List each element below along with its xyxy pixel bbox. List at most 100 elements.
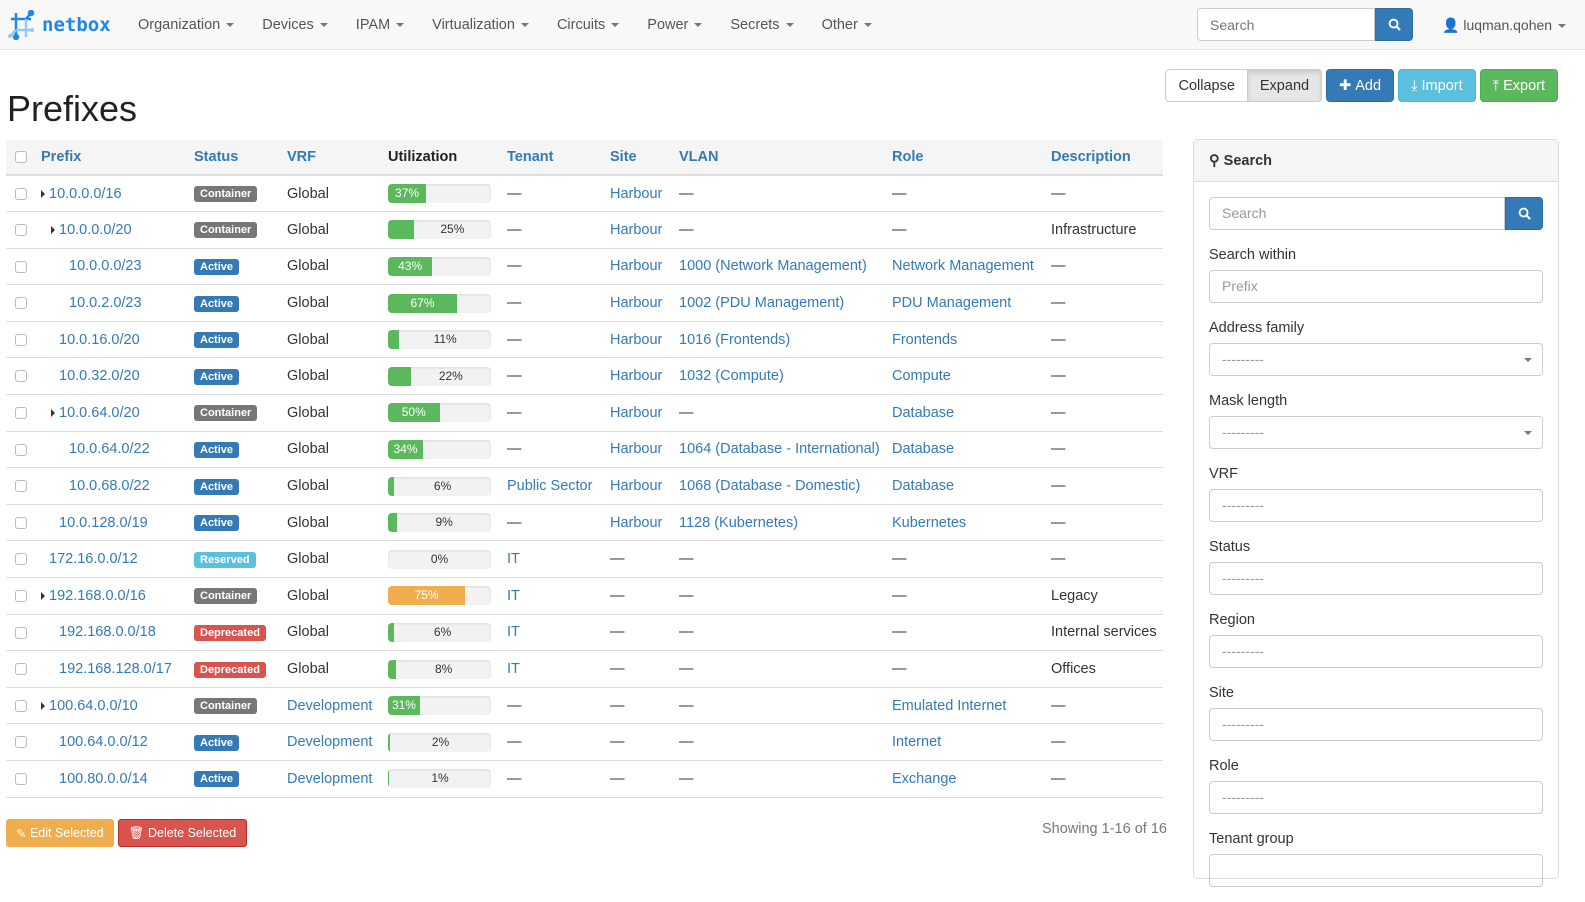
collapse-button[interactable]: Collapse — [1165, 69, 1248, 102]
prefix-link[interactable]: 100.80.0.0/14 — [59, 770, 148, 787]
prefix-link[interactable]: 10.0.32.0/20 — [59, 368, 140, 385]
row-checkbox[interactable] — [15, 443, 27, 456]
row-checkbox[interactable] — [15, 590, 27, 602]
tenant[interactable]: IT — [507, 551, 520, 568]
filter-input[interactable]: --------- — [1209, 489, 1543, 522]
tenant[interactable]: IT — [507, 624, 520, 641]
nav-menu-circuits[interactable]: Circuits — [543, 0, 633, 50]
nav-menu-other[interactable]: Other — [808, 0, 886, 50]
prefix-link[interactable]: 192.168.0.0/18 — [59, 624, 156, 641]
vlan[interactable]: 1068 (Database - Domestic) — [679, 478, 861, 495]
header-role[interactable]: Role — [891, 140, 1050, 176]
tenant[interactable]: Public Sector — [507, 478, 593, 495]
row-checkbox[interactable] — [15, 370, 27, 383]
prefix-link[interactable]: 10.0.0.0/16 — [49, 185, 122, 202]
vlan[interactable]: 1128 (Kubernetes) — [679, 514, 799, 531]
site[interactable]: Harbour — [610, 514, 663, 531]
filter-input[interactable]: --------- — [1209, 635, 1543, 668]
nav-menu-power[interactable]: Power — [633, 0, 716, 50]
vlan[interactable]: 1000 (Network Management) — [679, 258, 867, 275]
row-checkbox[interactable] — [15, 663, 27, 676]
nav-menu-secrets[interactable]: Secrets — [716, 0, 807, 50]
nav-menu-virtualization[interactable]: Virtualization — [418, 0, 543, 50]
prefix-link[interactable]: 10.0.68.0/22 — [69, 478, 150, 495]
row-checkbox[interactable] — [15, 736, 27, 749]
filter-input[interactable]: Prefix — [1209, 270, 1543, 303]
vrf[interactable]: Development — [287, 734, 373, 751]
panel-search-button[interactable] — [1505, 197, 1543, 230]
prefix-link[interactable]: 192.168.128.0/17 — [59, 661, 172, 678]
role[interactable]: Internet — [892, 734, 942, 751]
header-status[interactable]: Status — [193, 140, 286, 176]
site[interactable]: Harbour — [610, 258, 663, 275]
filter-input[interactable]: --------- — [1209, 708, 1543, 741]
filter-input[interactable]: --------- — [1209, 781, 1543, 814]
tenant[interactable]: IT — [507, 587, 520, 604]
vlan[interactable]: 1032 (Compute) — [679, 368, 784, 385]
row-checkbox[interactable] — [15, 333, 27, 346]
role[interactable]: Emulated Internet — [892, 697, 1007, 714]
vrf[interactable]: Development — [287, 697, 373, 714]
prefix-link[interactable]: 10.0.2.0/23 — [69, 295, 142, 312]
vlan[interactable]: 1002 (PDU Management) — [679, 295, 845, 312]
row-checkbox[interactable] — [15, 626, 27, 639]
select-all-checkbox[interactable] — [15, 151, 27, 164]
header-site[interactable]: Site — [609, 140, 678, 176]
expand-button[interactable]: Expand — [1246, 69, 1323, 102]
role[interactable]: Database — [892, 404, 955, 421]
prefix-link[interactable]: 100.64.0.0/10 — [49, 697, 138, 714]
row-checkbox[interactable] — [15, 297, 27, 310]
role[interactable]: Frontends — [892, 331, 958, 348]
prefix-link[interactable]: 10.0.64.0/20 — [59, 404, 140, 421]
tenant[interactable]: IT — [507, 661, 520, 678]
row-checkbox[interactable] — [15, 699, 27, 712]
filter-input[interactable] — [1209, 854, 1543, 887]
role[interactable]: PDU Management — [892, 295, 1012, 312]
prefix-link[interactable]: 10.0.128.0/19 — [59, 514, 148, 531]
header-description[interactable]: Description — [1050, 140, 1163, 176]
role[interactable]: Exchange — [892, 770, 957, 787]
site[interactable]: Harbour — [610, 221, 663, 238]
prefix-link[interactable]: 192.168.0.0/16 — [49, 587, 146, 604]
prefix-link[interactable]: 172.16.0.0/12 — [49, 551, 138, 568]
site[interactable]: Harbour — [610, 478, 663, 495]
site[interactable]: Harbour — [610, 368, 663, 385]
row-checkbox[interactable] — [15, 224, 27, 237]
header-prefix[interactable]: Prefix — [40, 140, 193, 176]
site[interactable]: Harbour — [610, 295, 663, 312]
nav-menu-organization[interactable]: Organization — [124, 0, 248, 50]
nav-menu-ipam[interactable]: IPAM — [342, 0, 418, 50]
vlan[interactable]: 1064 (Database - International) — [679, 441, 880, 458]
export-button[interactable]: ⤒ Export — [1479, 69, 1558, 102]
nav-search-input[interactable] — [1197, 8, 1375, 41]
filter-input[interactable]: --------- — [1209, 343, 1543, 376]
add-button[interactable]: ✚ Add — [1326, 69, 1395, 102]
row-checkbox[interactable] — [15, 480, 27, 493]
prefix-link[interactable]: 100.64.0.0/12 — [59, 734, 148, 751]
role[interactable]: Network Management — [892, 258, 1034, 275]
prefix-link[interactable]: 10.0.0.0/23 — [69, 258, 142, 275]
row-checkbox[interactable] — [15, 187, 27, 200]
expand-arrow-icon[interactable] — [41, 701, 45, 710]
expand-arrow-icon[interactable] — [51, 408, 55, 417]
row-checkbox[interactable] — [15, 553, 27, 566]
header-vlan[interactable]: VLAN — [678, 140, 891, 176]
import-button[interactable]: ⤓ Import — [1398, 69, 1476, 102]
expand-arrow-icon[interactable] — [41, 189, 45, 198]
site[interactable]: Harbour — [610, 441, 663, 458]
role[interactable]: Kubernetes — [892, 514, 967, 531]
filter-input[interactable]: --------- — [1209, 416, 1543, 449]
row-checkbox[interactable] — [15, 772, 27, 785]
site[interactable]: Harbour — [610, 331, 663, 348]
expand-arrow-icon[interactable] — [41, 591, 45, 600]
edit-selected-button[interactable]: ✎ Edit Selected — [6, 819, 114, 847]
filter-input[interactable]: --------- — [1209, 562, 1543, 595]
site[interactable]: Harbour — [610, 404, 663, 421]
row-checkbox[interactable] — [15, 407, 27, 420]
row-checkbox[interactable] — [15, 516, 27, 529]
expand-arrow-icon[interactable] — [51, 225, 55, 234]
row-checkbox[interactable] — [15, 260, 27, 273]
site[interactable]: Harbour — [610, 185, 663, 202]
user-menu[interactable]: 👤 luqman.qohen — [1442, 0, 1567, 50]
delete-selected-button[interactable]: 🗑 Delete Selected — [117, 819, 248, 847]
